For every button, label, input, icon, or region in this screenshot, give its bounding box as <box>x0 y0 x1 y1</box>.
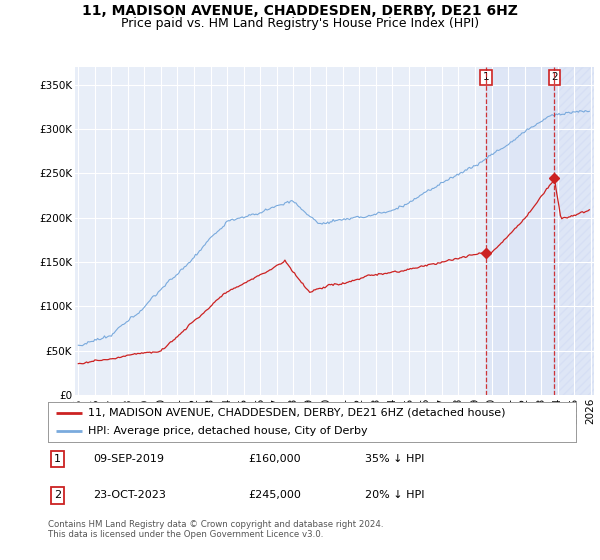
Bar <box>554 67 600 395</box>
Text: £245,000: £245,000 <box>248 491 302 501</box>
Bar <box>487 67 554 395</box>
Text: 35% ↓ HPI: 35% ↓ HPI <box>365 454 424 464</box>
Text: 20% ↓ HPI: 20% ↓ HPI <box>365 491 424 501</box>
Text: 11, MADISON AVENUE, CHADDESDEN, DERBY, DE21 6HZ: 11, MADISON AVENUE, CHADDESDEN, DERBY, D… <box>82 4 518 18</box>
Text: 09-SEP-2019: 09-SEP-2019 <box>93 454 164 464</box>
Text: 11, MADISON AVENUE, CHADDESDEN, DERBY, DE21 6HZ (detached house): 11, MADISON AVENUE, CHADDESDEN, DERBY, D… <box>88 408 505 418</box>
Text: 2: 2 <box>54 491 61 501</box>
Text: 1: 1 <box>483 72 490 82</box>
Text: £160,000: £160,000 <box>248 454 301 464</box>
Text: 1: 1 <box>54 454 61 464</box>
Text: Price paid vs. HM Land Registry's House Price Index (HPI): Price paid vs. HM Land Registry's House … <box>121 17 479 30</box>
Text: 23-OCT-2023: 23-OCT-2023 <box>93 491 166 501</box>
Text: 2: 2 <box>551 72 558 82</box>
Text: HPI: Average price, detached house, City of Derby: HPI: Average price, detached house, City… <box>88 426 367 436</box>
Text: Contains HM Land Registry data © Crown copyright and database right 2024.
This d: Contains HM Land Registry data © Crown c… <box>48 520 383 539</box>
